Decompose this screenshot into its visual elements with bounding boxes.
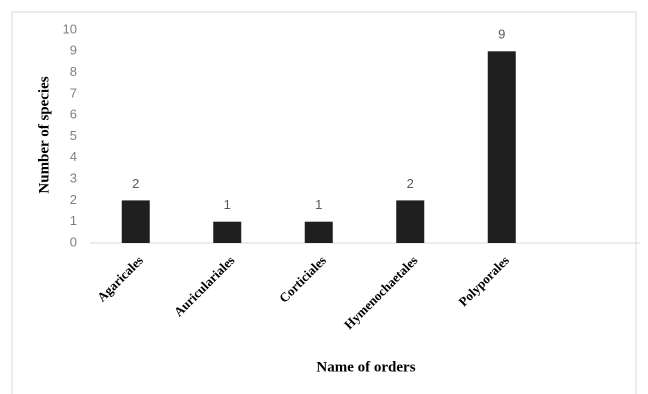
y-tick-label: 5 xyxy=(70,128,77,143)
bar xyxy=(304,221,333,243)
x-tick-label: Corticiales xyxy=(276,253,329,306)
y-tick-label: 4 xyxy=(70,149,77,164)
data-label: 9 xyxy=(498,27,505,42)
x-tick-label: Auriculariales xyxy=(171,253,238,320)
data-label: 1 xyxy=(315,197,322,212)
y-tick-label: 8 xyxy=(70,64,77,79)
chart-frame xyxy=(11,11,637,394)
x-tick-label: Polyporales xyxy=(455,253,512,310)
x-axis-label: Name of orders xyxy=(316,359,415,375)
bar xyxy=(396,200,425,243)
y-axis-label: Number of species xyxy=(36,76,52,193)
bar xyxy=(213,221,242,243)
y-tick-label: 1 xyxy=(70,213,77,228)
x-tick-label: Hymenochaetales xyxy=(341,253,421,333)
data-label: 1 xyxy=(224,197,231,212)
y-tick-label: 3 xyxy=(70,171,77,186)
x-tick-label: Agaricales xyxy=(94,253,146,305)
data-label: 2 xyxy=(407,176,414,191)
y-tick-label: 6 xyxy=(70,107,77,122)
y-tick-label: 9 xyxy=(70,43,77,58)
y-tick-label: 7 xyxy=(70,85,77,100)
bar xyxy=(121,200,150,243)
y-tick-label: 2 xyxy=(70,192,77,207)
data-label: 2 xyxy=(132,176,139,191)
y-tick-label: 10 xyxy=(63,21,77,36)
y-tick-label: 0 xyxy=(70,234,77,249)
bar xyxy=(487,51,516,243)
